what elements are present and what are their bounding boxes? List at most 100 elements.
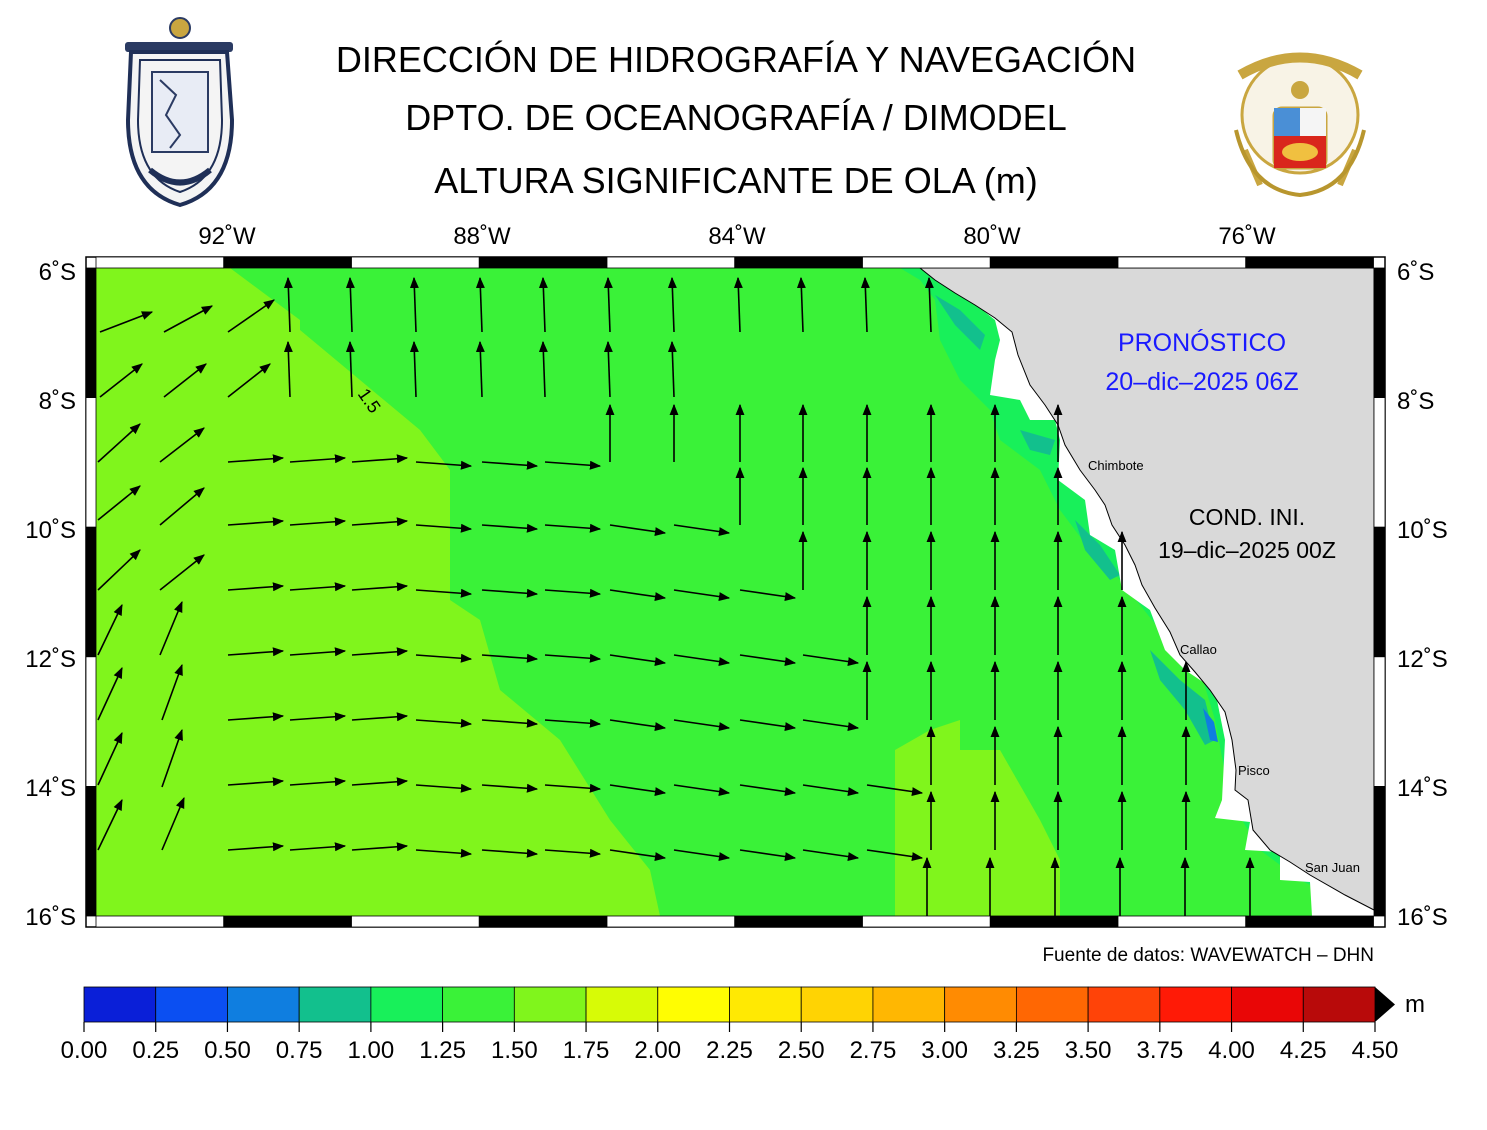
wave-arrow	[739, 654, 797, 666]
wave-arrow	[97, 798, 123, 851]
colorbar-unit: m	[1405, 991, 1425, 1018]
lon-label: 92˚W	[198, 223, 256, 250]
wave-arrow	[351, 842, 409, 852]
wave-arrow	[739, 849, 797, 861]
colorbar-swatch	[155, 986, 228, 1023]
frame-bar-segment	[989, 915, 1119, 928]
frame-bar-segment	[95, 256, 225, 269]
title-line-2: DPTO. DE OCEANOGRAFÍA / DIMODEL	[405, 97, 1066, 138]
wave-arrow	[673, 654, 731, 666]
colorbar-swatch	[729, 986, 802, 1023]
colorbar-swatch	[872, 986, 946, 1023]
frame-bar-segment	[478, 915, 608, 928]
wave-arrow	[475, 276, 485, 333]
wave-arrow	[544, 718, 602, 728]
wave-arrow	[673, 524, 731, 536]
frame-bar-segment	[85, 656, 97, 787]
place-chimbote: Chimbote	[1088, 458, 1144, 473]
wave-arrow	[163, 363, 207, 398]
wave-arrow	[609, 719, 667, 731]
frame-bar-segment	[223, 915, 352, 928]
latitude-labels-left: 6˚S 8˚S 10˚S 12˚S 14˚S 16˚S	[25, 259, 76, 931]
frame-bar-segment	[1373, 656, 1386, 787]
wave-arrow	[351, 712, 409, 722]
wave-arrow	[673, 849, 731, 861]
latitude-labels-right: 6˚S 8˚S 10˚S 12˚S 14˚S 16˚S	[1397, 259, 1448, 931]
frame-bar-segment	[989, 256, 1119, 269]
wave-arrow	[538, 276, 548, 333]
lon-label: 80˚W	[963, 223, 1021, 250]
colorbar-swatch	[1159, 986, 1232, 1023]
wave-arrow	[609, 784, 667, 796]
wave-arrow	[609, 654, 667, 666]
wave-arrow	[544, 460, 602, 470]
colorbar-swatch	[585, 986, 659, 1023]
wave-arrow	[227, 647, 285, 657]
colorbar: 0.00 0.25 0.50 0.75 1.00 1.25 1.50 1.75 2.00 2.25…	[61, 986, 1399, 1064]
wave-arrow	[481, 460, 539, 470]
lat-label: 12˚S	[25, 646, 76, 673]
wave-arrow	[481, 523, 539, 533]
wave-arrow	[673, 719, 731, 731]
wave-arrow	[161, 796, 185, 851]
colorbar-tick-label: 0.25	[132, 1037, 179, 1064]
colorbar-tick-label: 2.50	[778, 1037, 825, 1064]
colorbar-tick-label: 3.25	[993, 1037, 1040, 1064]
wave-arrow	[159, 487, 205, 526]
colorbar-swatch	[944, 986, 1017, 1023]
wave-arrow	[227, 777, 285, 787]
colorbar-tick-label: 4.50	[1352, 1037, 1399, 1064]
frame-bar-segment	[1117, 256, 1247, 269]
wave-arrow	[159, 600, 183, 656]
wave-arrow	[227, 454, 285, 464]
wave-arrow	[802, 784, 860, 796]
wave-arrow	[159, 554, 205, 591]
wave-arrow	[163, 305, 213, 333]
wave-arrow	[97, 549, 141, 591]
lat-label: 14˚S	[25, 775, 76, 802]
colorbar-swatch	[1231, 986, 1304, 1023]
colorbar-tick-label: 2.00	[634, 1037, 681, 1064]
wave-arrow	[544, 588, 602, 598]
wave-arrow	[609, 589, 667, 601]
wave-arrow	[289, 647, 347, 657]
wave-arrow	[667, 276, 677, 333]
lat-label: 10˚S	[1397, 517, 1448, 544]
wave-arrow	[415, 460, 473, 470]
lon-label: 88˚W	[453, 223, 511, 250]
wave-arrow	[802, 849, 860, 861]
colorbar-tick-label: 0.50	[204, 1037, 251, 1064]
wave-arrow	[739, 589, 797, 601]
colorbar-tick-label: 3.50	[1065, 1037, 1112, 1064]
wave-arrow	[351, 582, 409, 592]
colorbar-swatch	[370, 986, 444, 1023]
title-line-1: DIRECCIÓN DE HIDROGRAFÍA Y NAVEGACIÓN	[336, 39, 1136, 80]
wave-arrow	[609, 849, 667, 861]
wave-arrow	[538, 340, 548, 398]
wave-arrow	[351, 777, 409, 787]
lon-label: 84˚W	[708, 223, 766, 250]
colorbar-swatch	[800, 986, 874, 1023]
colorbar-swatch	[83, 986, 157, 1023]
wave-arrow	[481, 783, 539, 793]
wave-arrow	[289, 582, 347, 592]
wave-arrow	[481, 588, 539, 598]
colorbar-tick-label: 0.75	[276, 1037, 323, 1064]
place-callao: Callao	[1180, 642, 1217, 657]
frame-bar-segment	[85, 267, 97, 399]
wave-arrow	[99, 363, 143, 398]
wave-arrow	[481, 848, 539, 858]
frame-bar-segment	[85, 526, 97, 658]
colorbar-swatch	[298, 986, 372, 1023]
wave-arrow	[351, 454, 409, 464]
lat-label: 8˚S	[1397, 388, 1434, 415]
wave-arrow	[802, 719, 860, 731]
wave-arrow	[351, 517, 409, 527]
wave-arrow	[667, 340, 677, 398]
colorbar-swatch	[513, 986, 587, 1023]
wave-arrow	[866, 849, 924, 861]
colorbar-tick-label: 2.25	[706, 1037, 753, 1064]
colorbar-tick-label: 1.75	[563, 1037, 610, 1064]
wave-arrow	[415, 848, 473, 858]
